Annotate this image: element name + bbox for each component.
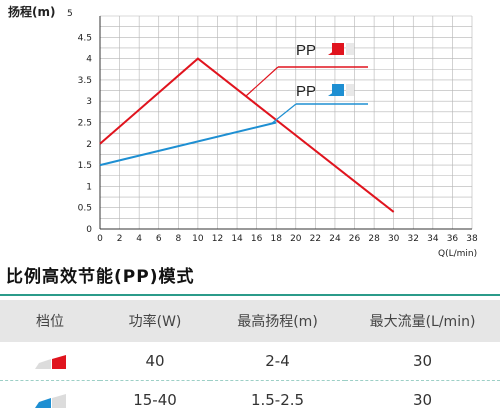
y-axis-label: 扬程(m): [8, 4, 55, 19]
x-tick-label: 4: [136, 234, 142, 244]
x-tick-label: 10: [192, 234, 204, 244]
table-header-row: 档位 功率(W) 最高扬程(m) 最大流量(L/min): [0, 300, 500, 342]
x-tick-label: 16: [251, 234, 263, 244]
legend-swatch-grey-0: [346, 43, 354, 55]
y-tick-label: 1: [86, 182, 92, 192]
header-max-flow: 最大流量(L/min): [345, 300, 500, 342]
x-tick-label: 30: [388, 234, 400, 244]
y-tick-label: 1.5: [78, 161, 92, 171]
x-tick-label: 26: [349, 234, 361, 244]
y-tick-label: 3.5: [78, 76, 92, 86]
legend-swatch-box-0: [332, 43, 344, 55]
x-tick-label: 36: [447, 234, 459, 244]
header-gear: 档位: [0, 300, 100, 342]
y-tick-label: 4: [86, 55, 92, 65]
y-tick-label: 2: [86, 140, 92, 150]
header-max-head: 最高扬程(m): [210, 300, 345, 342]
gear-low-icon: [33, 393, 67, 409]
x-axis-label: Q(L/min): [438, 249, 477, 259]
chart-grid: [100, 16, 472, 229]
x-tick-label: 18: [270, 234, 282, 244]
table-row: 15-40 1.5-2.5 30: [0, 381, 500, 419]
header-power: 功率(W): [100, 300, 210, 342]
x-tick-label: 0: [97, 234, 103, 244]
y-tick-label: 0.5: [78, 204, 92, 214]
power-value: 15-40: [100, 381, 210, 419]
series-line-0: [100, 59, 394, 212]
legend-leader-0: [246, 67, 278, 96]
head-value: 1.5-2.5: [210, 381, 345, 419]
x-tick-label: 32: [408, 234, 419, 244]
power-value: 40: [100, 342, 210, 381]
x-tick-label: 6: [156, 234, 162, 244]
legend-leader-1: [271, 104, 296, 124]
legend-label-0: PP: [296, 42, 316, 59]
legend-label-1: PP: [296, 83, 316, 100]
x-tick-label: 2: [117, 234, 123, 244]
flow-value: 30: [345, 342, 500, 381]
x-tick-label: 22: [310, 234, 321, 244]
y-tick-label: 2.5: [78, 119, 92, 129]
x-tick-label: 12: [212, 234, 223, 244]
section-title: 比例高效节能(PP)模式: [6, 262, 194, 287]
x-tick-label: 38: [466, 234, 478, 244]
y-tick-label: 0: [86, 225, 92, 235]
y-tick-label: 3: [86, 97, 92, 107]
gear-indicator-high: [0, 342, 100, 381]
x-tick-label: 14: [231, 234, 243, 244]
y-tick-labels: 0 0.5 1 1.5 2 2.5 3 3.5 4 4.5: [78, 33, 93, 235]
y-tick-label: 4.5: [78, 33, 92, 43]
spec-table: 档位 功率(W) 最高扬程(m) 最大流量(L/min) 40 2-4 30: [0, 300, 500, 419]
series-lines: [100, 59, 394, 212]
y-axis-label-suffix: 5: [67, 9, 73, 19]
title-divider: [0, 294, 500, 296]
legend-swatch-box-1: [332, 84, 344, 96]
flow-value: 30: [345, 381, 500, 419]
gear-indicator-low: [0, 381, 100, 419]
legend-swatch-grey-1: [346, 84, 354, 96]
x-tick-label: 34: [427, 234, 439, 244]
x-tick-label: 8: [175, 234, 181, 244]
table-row: 40 2-4 30: [0, 342, 500, 381]
x-tick-label: 20: [290, 234, 302, 244]
x-tick-label: 24: [329, 234, 341, 244]
x-tick-label: 28: [368, 234, 380, 244]
gear-high-icon: [33, 354, 67, 370]
head-value: 2-4: [210, 342, 345, 381]
